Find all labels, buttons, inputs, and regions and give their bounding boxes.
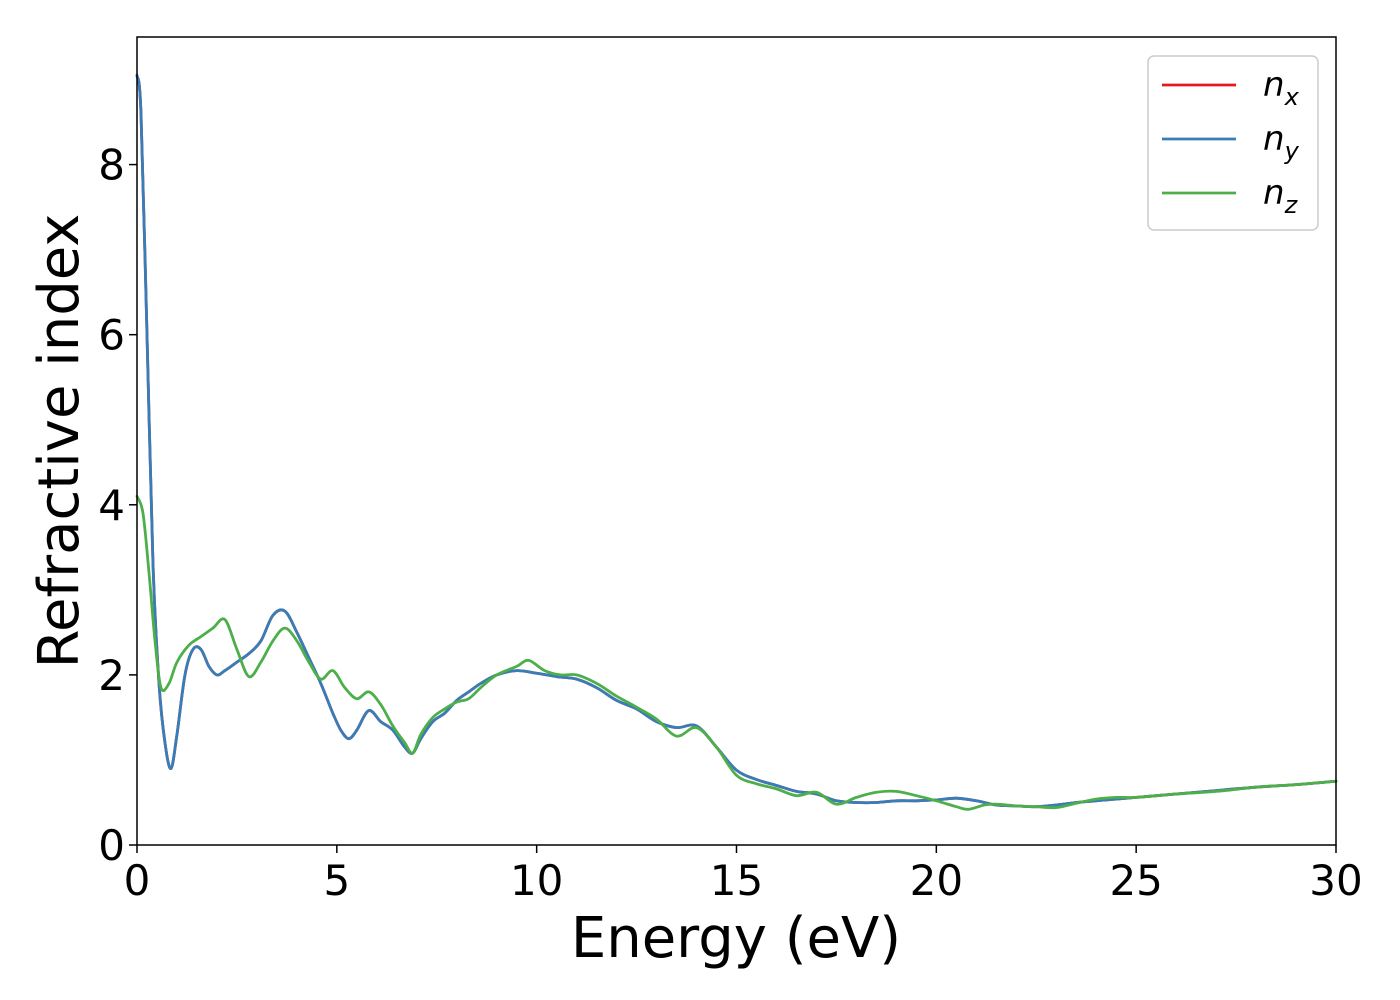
y-tick-label: 4 — [98, 481, 125, 530]
x-tick-label: 25 — [1109, 856, 1162, 905]
y-axis-ticks: 0 2 4 6 8 — [98, 141, 137, 870]
x-tick-label: 30 — [1309, 856, 1362, 905]
legend-label-nx: nx — [1263, 65, 1300, 111]
x-tick-label: 0 — [124, 856, 151, 905]
y-tick-label: 6 — [98, 311, 125, 360]
y-axis-label: Refractive index — [27, 214, 92, 669]
legend: nx ny nz — [1147, 55, 1319, 231]
x-axis-label: Energy (eV) — [571, 906, 901, 971]
x-tick-label: 10 — [510, 856, 563, 905]
legend-label-nz: nz — [1263, 173, 1299, 219]
y-tick-label: 0 — [98, 821, 125, 870]
x-tick-label: 5 — [323, 856, 350, 905]
x-axis-ticks: 0 5 10 15 20 25 30 — [124, 845, 1363, 905]
series-layer — [135, 73, 1338, 811]
x-tick-label: 15 — [710, 856, 763, 905]
series-line-ny — [135, 73, 1338, 809]
y-tick-label: 2 — [98, 651, 125, 700]
x-tick-label: 20 — [910, 856, 963, 905]
y-tick-label: 8 — [98, 141, 125, 190]
series-line-nz — [135, 494, 1338, 811]
legend-label-ny: ny — [1263, 119, 1300, 165]
legend-box — [1147, 55, 1319, 231]
